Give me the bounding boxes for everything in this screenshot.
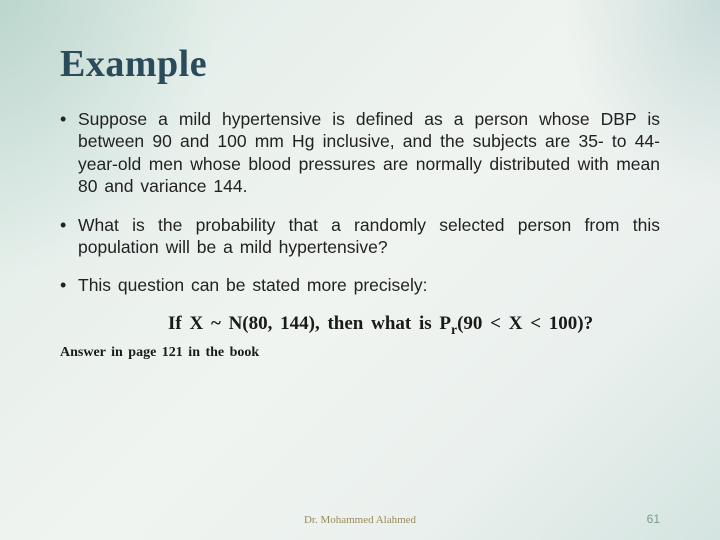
page-number: 61 [647,512,660,526]
bullet-item: Suppose a mild hypertensive is defined a… [60,108,660,198]
slide-content: Example Suppose a mild hypertensive is d… [0,0,720,361]
answer-note: Answer in page 121 in the book [60,345,660,361]
bullet-item: This question can be stated more precise… [60,274,660,296]
emphasis-suffix: (90 < X < 100)? [457,313,593,334]
bullet-list: Suppose a mild hypertensive is defined a… [60,108,660,297]
emphasis-prefix: If X ~ N(80, 144), then what is P [168,313,451,334]
slide-title: Example [60,42,660,86]
bullet-item: What is the probability that a randomly … [60,214,660,259]
footer-author: Dr. Mohammed Alahmed [0,514,720,526]
emphasis-line: If X ~ N(80, 144), then what is Pr(90 < … [60,313,660,335]
